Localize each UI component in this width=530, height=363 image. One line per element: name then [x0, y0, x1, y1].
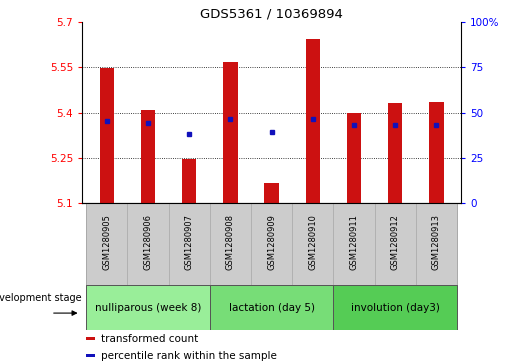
Bar [210, 285, 333, 330]
Bar [333, 203, 375, 285]
Bar [416, 203, 457, 285]
Text: GSM1280913: GSM1280913 [432, 215, 441, 270]
Text: GSM1280910: GSM1280910 [308, 215, 317, 270]
Text: lactation (day 5): lactation (day 5) [228, 303, 315, 313]
Text: GSM1280912: GSM1280912 [391, 215, 400, 270]
Text: GSM1280905: GSM1280905 [102, 215, 111, 270]
Bar [306, 39, 320, 203]
Bar [86, 203, 127, 285]
Bar [86, 285, 210, 330]
Text: transformed count: transformed count [101, 334, 198, 344]
Bar [292, 203, 333, 285]
Text: involution (day3): involution (day3) [351, 303, 439, 313]
Bar [127, 203, 169, 285]
Text: GSM1280907: GSM1280907 [185, 215, 194, 270]
Text: GSM1280906: GSM1280906 [144, 215, 153, 270]
Bar [100, 68, 114, 203]
Bar [388, 103, 402, 203]
Bar [333, 285, 457, 330]
Bar [223, 62, 237, 203]
Text: percentile rank within the sample: percentile rank within the sample [101, 351, 277, 361]
Text: nulliparous (week 8): nulliparous (week 8) [95, 303, 201, 313]
Bar [169, 203, 210, 285]
Bar [141, 110, 155, 203]
Text: GSM1280911: GSM1280911 [349, 215, 358, 270]
Bar [251, 203, 292, 285]
Bar [429, 102, 444, 203]
Bar [86, 354, 95, 357]
Text: GSM1280908: GSM1280908 [226, 215, 235, 270]
Text: GSM1280909: GSM1280909 [267, 215, 276, 270]
Bar [86, 337, 95, 340]
Text: development stage: development stage [0, 293, 82, 303]
Bar [182, 159, 197, 203]
Bar [210, 203, 251, 285]
Bar [347, 113, 361, 203]
Title: GDS5361 / 10369894: GDS5361 / 10369894 [200, 8, 343, 21]
Bar [264, 183, 279, 203]
Bar [375, 203, 416, 285]
